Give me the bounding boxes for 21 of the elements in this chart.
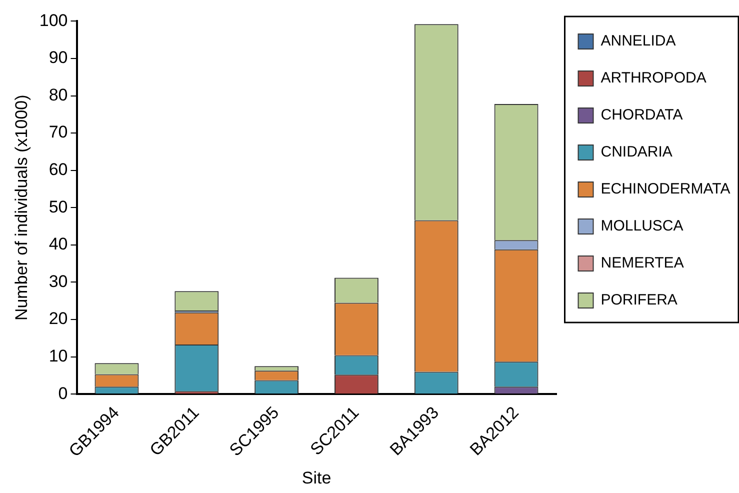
y-tick-label: 40 — [48, 234, 68, 254]
y-tick-label: 60 — [48, 160, 68, 180]
y-tick-label: 0 — [58, 384, 68, 403]
y-tick-label: 100 — [39, 10, 68, 30]
y-tick-label: 10 — [48, 346, 68, 366]
y-tick-label: 80 — [48, 85, 68, 104]
legend-label: CHORDATA — [600, 106, 683, 124]
y-tick-label: 20 — [48, 309, 68, 328]
y-tick-label: 90 — [48, 48, 68, 68]
y-tick-label: 30 — [48, 272, 68, 291]
y-tick-label: 50 — [48, 197, 68, 216]
legend-label: MOLLUSCA — [600, 218, 684, 235]
legend-label: NEMERTEA — [600, 254, 684, 272]
x-axis-title: Site — [302, 468, 332, 488]
legend-label: ECHINODERMATA — [600, 180, 730, 198]
legend-label: PORIFERA — [600, 292, 678, 309]
legend-label: ARTHROPODA — [600, 70, 706, 87]
legend-label: CNIDARIA — [600, 144, 672, 161]
y-axis-title: Number of individuals (x1000) — [12, 94, 31, 321]
legend-label: ANNELIDA — [600, 32, 676, 50]
y-tick-label: 70 — [48, 122, 68, 142]
